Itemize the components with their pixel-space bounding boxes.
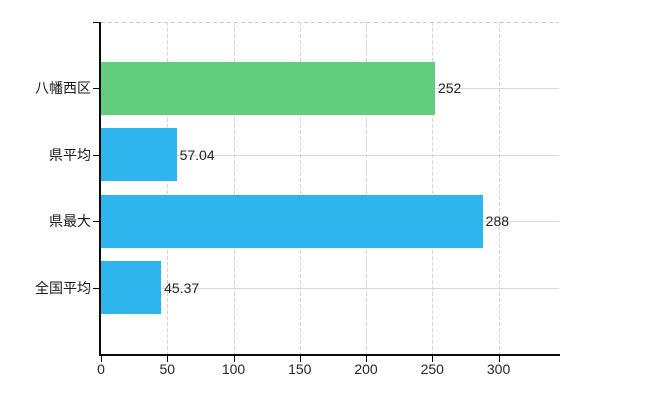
x-tick-label: 200 xyxy=(354,361,378,377)
x-gridline xyxy=(366,22,368,354)
plot-top-gridline xyxy=(101,22,559,23)
value-label: 252 xyxy=(437,80,462,97)
x-gridline xyxy=(233,22,235,354)
x-gridline xyxy=(432,22,434,354)
value-label: 57.04 xyxy=(179,146,215,163)
x-tick-label: 0 xyxy=(97,361,105,377)
category-label: 県最大 xyxy=(49,213,91,230)
x-tick-label: 50 xyxy=(159,361,176,377)
bar xyxy=(101,61,435,115)
x-axis-line xyxy=(99,354,560,356)
category-label: 県平均 xyxy=(49,146,91,163)
x-gridline xyxy=(167,22,169,354)
y-axis-tick xyxy=(93,287,99,289)
plot-area: 252 57.04 288 45.37 xyxy=(101,22,559,354)
x-axis-tick xyxy=(366,356,368,362)
category-label: 全国平均 xyxy=(35,279,91,296)
category-label: 八幡西区 xyxy=(35,80,91,97)
category-gridline xyxy=(101,154,559,156)
y-axis-tick xyxy=(93,88,99,90)
x-gridline xyxy=(299,22,301,354)
x-tick-label: 150 xyxy=(288,361,312,377)
x-axis-tick xyxy=(101,356,102,362)
x-axis-tick xyxy=(233,356,235,362)
y-axis-top-tick xyxy=(93,22,99,23)
bar xyxy=(101,261,162,315)
x-tick-label: 300 xyxy=(486,361,511,377)
x-gridline xyxy=(498,22,500,354)
bar xyxy=(101,128,177,182)
x-tick-label: 250 xyxy=(420,361,444,377)
value-label: 288 xyxy=(485,213,510,230)
bar xyxy=(101,194,483,248)
value-label: 45.37 xyxy=(164,279,200,296)
y-axis-tick xyxy=(93,154,99,156)
category-gridline xyxy=(101,287,559,289)
x-axis-tick xyxy=(432,356,434,362)
y-axis-line xyxy=(99,22,101,356)
x-axis-tick xyxy=(498,356,500,362)
x-axis-tick xyxy=(167,356,169,362)
x-tick-label: 100 xyxy=(221,361,246,377)
x-axis-tick xyxy=(299,356,301,362)
y-axis-tick xyxy=(93,221,99,223)
